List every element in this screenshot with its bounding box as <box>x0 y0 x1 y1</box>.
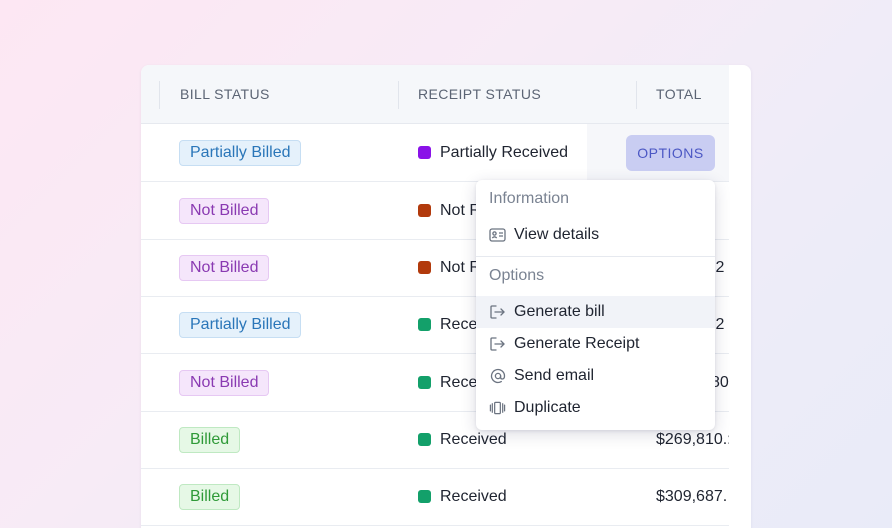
receipt-status-dot <box>418 204 431 217</box>
menu-item-duplicate[interactable]: Duplicate <box>476 392 715 424</box>
receipt-status-dot <box>418 318 431 331</box>
menu-item-generate-bill[interactable]: Generate bill <box>476 296 715 328</box>
bill-status-badge: Not Billed <box>179 255 270 281</box>
options-dropdown-menu: Information View details Options Generat… <box>476 180 715 430</box>
id-card-icon <box>489 227 506 243</box>
menu-item-label: View details <box>514 226 600 243</box>
options-button[interactable]: OPTIONS <box>626 135 715 171</box>
receipt-status-dot <box>418 433 431 446</box>
receipt-status: Received <box>418 411 507 468</box>
receipt-status: Rece <box>418 354 477 411</box>
header-separator <box>159 81 160 109</box>
table-row[interactable]: Not Billed Not R <box>141 182 729 240</box>
menu-item-label: Duplicate <box>514 399 581 416</box>
table-viewport: BILL STATUS RECEIPT STATUS TOTAL Partial… <box>141 65 729 528</box>
export-icon <box>489 304 506 320</box>
bill-status-badge: Billed <box>179 427 241 453</box>
menu-item-view-details[interactable]: View details <box>476 219 715 251</box>
receipt-status-label: Rece <box>440 373 478 391</box>
table-header: BILL STATUS RECEIPT STATUS TOTAL <box>141 65 729 124</box>
receipt-status-label: Not R <box>440 258 481 276</box>
duplicate-icon <box>489 400 506 416</box>
at-sign-icon <box>489 368 506 384</box>
receipt-status-label: Partially Received <box>440 143 569 161</box>
header-bill-status[interactable]: BILL STATUS <box>180 86 270 102</box>
receipt-status-dot <box>418 490 431 503</box>
table-row[interactable]: Not Billed Rece 80 <box>141 354 729 412</box>
bill-status-badge: Billed <box>179 484 241 510</box>
receipt-status: Not R <box>418 239 481 296</box>
table-row[interactable]: Billed Received $309,687. <box>141 468 729 526</box>
receipt-status-dot <box>418 146 431 159</box>
bill-status-badge: Partially Billed <box>179 140 302 166</box>
header-separator <box>636 81 637 109</box>
total-value: 80 <box>711 373 729 391</box>
menu-section-options: Options <box>489 267 545 284</box>
table-row[interactable]: Billed Received $269,810.: <box>141 411 729 469</box>
receipt-status-label: Received <box>440 430 507 448</box>
receipt-status-dot <box>418 376 431 389</box>
receipt-status: Received <box>418 468 507 525</box>
receipt-status: Partially Received <box>418 124 568 181</box>
receipt-status-label: Not R <box>440 201 481 219</box>
receipt-status-dot <box>418 261 431 274</box>
menu-item-label: Generate bill <box>514 303 605 320</box>
header-receipt-status[interactable]: RECEIPT STATUS <box>418 86 542 102</box>
header-total[interactable]: TOTAL <box>656 86 702 102</box>
receipt-status-label: Received <box>440 487 507 505</box>
menu-section-information: Information <box>489 190 570 207</box>
menu-divider <box>476 256 715 257</box>
export-icon <box>489 336 506 352</box>
table-row[interactable]: Partially Billed Rece .2 <box>141 296 729 354</box>
receipt-status: Not R <box>418 182 481 239</box>
menu-item-label: Generate Receipt <box>514 335 640 352</box>
total-value: $309,687. <box>656 487 728 505</box>
menu-item-send-email[interactable]: Send email <box>476 360 715 392</box>
bill-status-badge: Partially Billed <box>179 312 302 338</box>
total-value: $269,810.: <box>656 430 729 448</box>
receipt-status: Rece <box>418 296 477 353</box>
menu-item-label: Send email <box>514 367 595 384</box>
bill-status-badge: Not Billed <box>179 370 270 396</box>
receipt-status-label: Rece <box>440 315 478 333</box>
header-separator <box>398 81 399 109</box>
bill-status-badge: Not Billed <box>179 198 270 224</box>
menu-item-generate-receipt[interactable]: Generate Receipt <box>476 328 715 360</box>
